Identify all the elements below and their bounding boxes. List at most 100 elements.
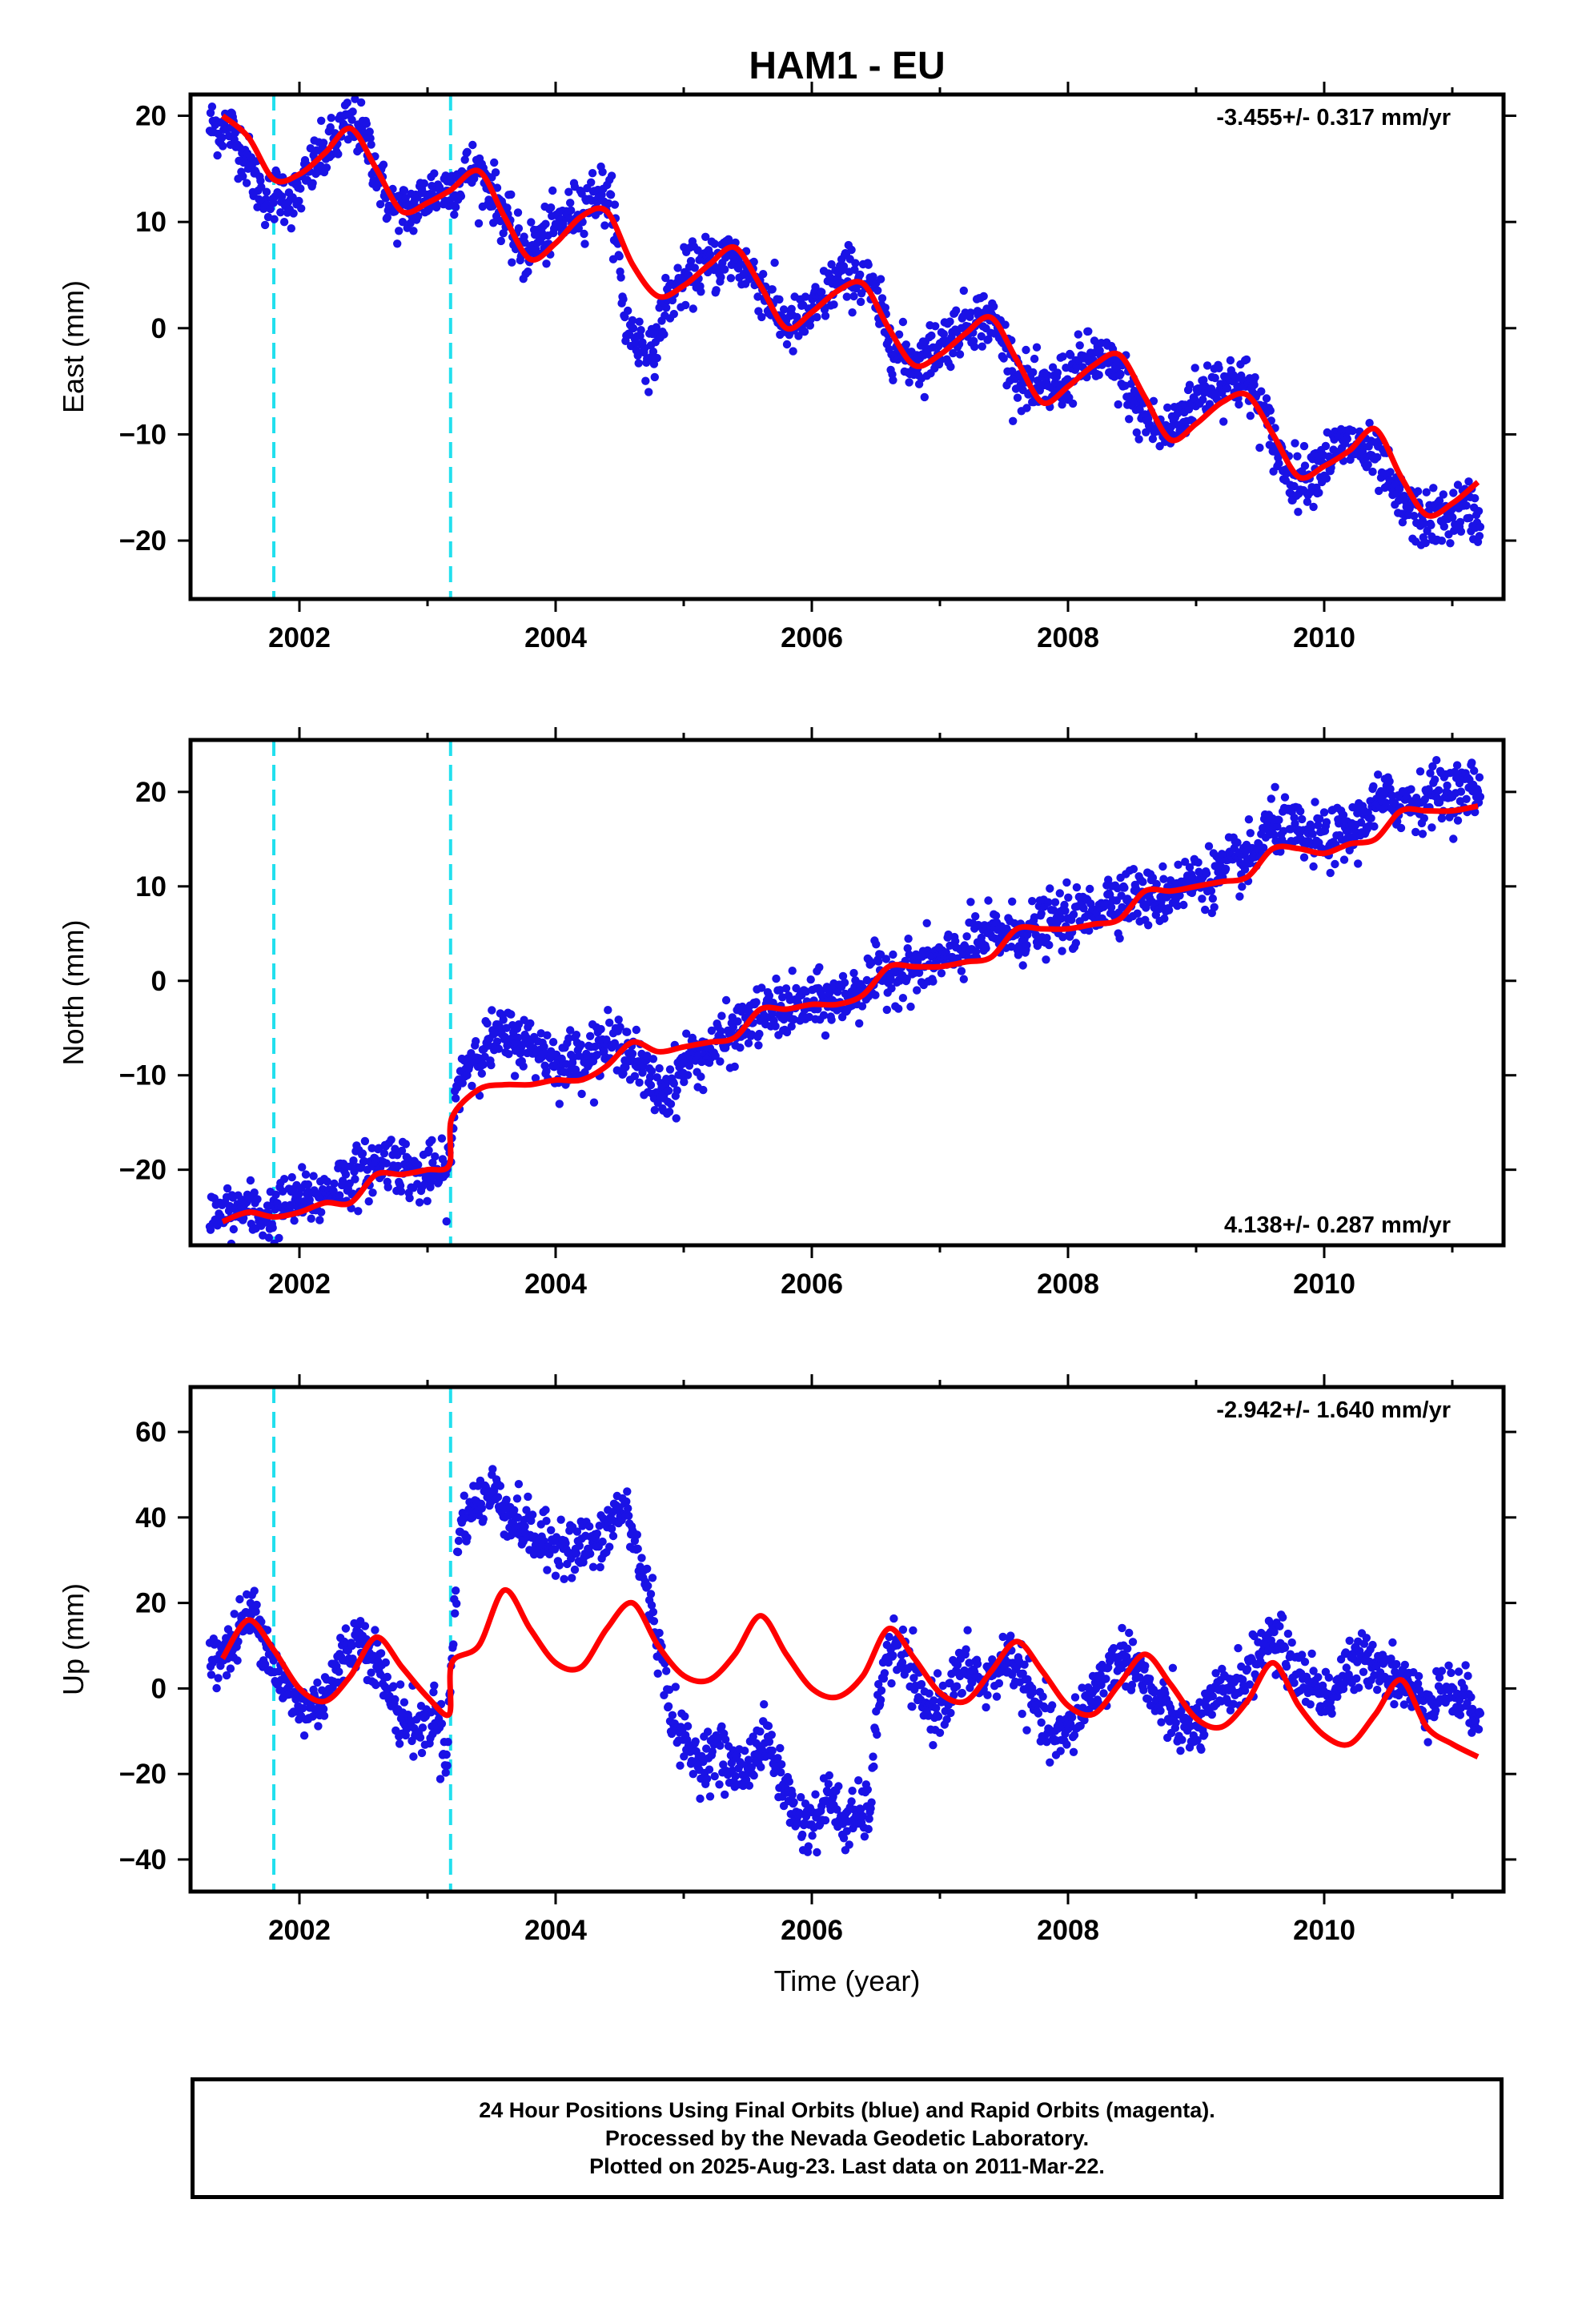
data-point: [1290, 481, 1299, 491]
data-point: [749, 1771, 758, 1780]
data-point: [1309, 502, 1318, 512]
data-point: [381, 1658, 390, 1667]
data-point: [1018, 1709, 1026, 1719]
data-point: [468, 1081, 476, 1091]
data-point: [1418, 830, 1427, 838]
data-point: [510, 1072, 520, 1080]
data-point: [1428, 762, 1437, 771]
data-point: [716, 1741, 725, 1750]
data-point: [1050, 898, 1060, 907]
data-point: [681, 1712, 689, 1721]
data-point: [1032, 343, 1042, 352]
data-point: [1068, 399, 1078, 408]
data-point: [253, 1195, 262, 1204]
x-tick-label: 2004: [524, 1269, 587, 1300]
data-point: [488, 1006, 496, 1015]
data-point: [347, 115, 356, 124]
data-point: [452, 203, 460, 211]
data-point: [1020, 1660, 1029, 1669]
data-point: [366, 134, 375, 143]
data-point: [950, 1691, 958, 1699]
data-point: [979, 292, 988, 301]
data-point: [1341, 1648, 1351, 1657]
data-point: [430, 1681, 439, 1690]
data-point: [699, 1085, 708, 1095]
data-point: [1194, 858, 1203, 867]
data-point: [391, 1695, 400, 1704]
data-point: [1448, 513, 1457, 522]
data-point: [646, 1080, 656, 1090]
data-point: [443, 1761, 452, 1770]
data-point: [872, 940, 881, 949]
data-point: [299, 1731, 309, 1740]
data-point: [914, 968, 924, 978]
data-point: [1471, 494, 1480, 503]
data-point: [619, 295, 628, 304]
data-point: [683, 1071, 693, 1080]
data-point: [1241, 846, 1251, 856]
data-point: [1202, 869, 1211, 878]
data-point: [479, 1514, 488, 1523]
data-point: [744, 1755, 753, 1764]
figure-title: HAM1 - EU: [749, 45, 945, 87]
data-point: [301, 1170, 311, 1179]
data-point: [1407, 785, 1415, 794]
data-point: [1343, 434, 1352, 444]
data-point: [741, 1747, 749, 1755]
data-point: [437, 1134, 447, 1143]
data-point: [1218, 1664, 1227, 1674]
data-point: [1456, 787, 1466, 796]
data-point: [1104, 1663, 1113, 1672]
data-point: [1010, 919, 1019, 928]
data-point: [451, 1609, 460, 1618]
data-point: [262, 187, 271, 196]
data-point: [1429, 484, 1438, 493]
data-point: [623, 1487, 632, 1496]
data-point: [542, 1067, 551, 1076]
data-point: [1221, 864, 1231, 874]
data-point: [1367, 814, 1375, 822]
data-point: [1013, 393, 1022, 402]
data-point: [1185, 862, 1195, 872]
data-point: [341, 1624, 351, 1633]
data-point: [547, 1526, 556, 1535]
data-point: [1452, 761, 1462, 770]
data-point: [962, 932, 971, 941]
data-point: [624, 1511, 633, 1521]
data-point: [726, 274, 736, 283]
data-point: [908, 1703, 917, 1711]
data-point: [1426, 769, 1435, 778]
data-point: [757, 1763, 765, 1771]
data-point: [570, 1565, 580, 1574]
data-point: [488, 1465, 497, 1474]
data-point: [487, 1060, 496, 1070]
data-point: [1280, 1643, 1290, 1652]
data-point: [1386, 468, 1395, 476]
data-point: [857, 1002, 867, 1011]
data-point: [441, 1768, 450, 1777]
data-point: [860, 1832, 869, 1841]
data-point: [1197, 1745, 1206, 1754]
data-point: [717, 1011, 726, 1020]
data-point: [752, 998, 761, 1007]
data-point: [717, 272, 725, 282]
data-point: [1280, 793, 1290, 802]
data-point: [1339, 855, 1349, 864]
data-point: [572, 1031, 581, 1039]
data-point: [382, 1159, 391, 1168]
data-point: [1275, 459, 1283, 468]
data-point: [1118, 903, 1126, 912]
data-point: [1065, 393, 1074, 402]
data-point: [540, 1042, 548, 1051]
data-point: [266, 204, 275, 214]
data-point: [496, 236, 505, 246]
data-point: [1204, 842, 1214, 850]
data-point: [351, 94, 359, 103]
data-point: [560, 1574, 568, 1584]
data-point: [375, 1144, 383, 1152]
data-point: [1146, 1701, 1155, 1710]
data-point: [1303, 497, 1312, 506]
data-point: [1449, 489, 1458, 497]
data-point: [946, 362, 955, 372]
data-point: [1132, 428, 1142, 437]
